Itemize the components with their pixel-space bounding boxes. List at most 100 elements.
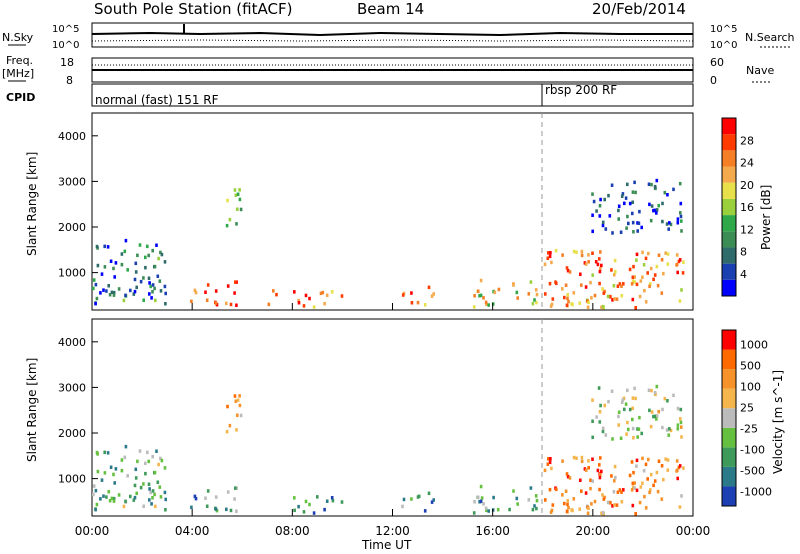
- heatmap-cell: [583, 467, 587, 471]
- heatmap-cell: [666, 252, 670, 256]
- heatmap-cell: [476, 289, 480, 293]
- heatmap-cell: [632, 230, 635, 234]
- xtick-label: 00:00: [676, 524, 711, 538]
- heatmap-cell: [591, 435, 594, 440]
- heatmap-cell: [512, 282, 515, 286]
- heatmap-cell: [589, 280, 592, 285]
- heatmap-cell: [638, 415, 641, 420]
- heatmap-cell: [157, 256, 160, 261]
- heatmap-cell: [138, 243, 142, 247]
- heatmap-cell: [340, 500, 344, 504]
- colorbar-segment: [722, 198, 736, 216]
- heatmap-cell: [676, 270, 679, 275]
- ytick-label: 1000: [58, 267, 86, 280]
- heatmap-cell: [226, 198, 229, 203]
- heatmap-cell: [134, 467, 138, 472]
- heatmap-cell: [580, 489, 583, 493]
- heatmap-cell: [430, 500, 434, 504]
- heatmap-cell: [148, 498, 151, 502]
- heatmap-cell: [657, 253, 661, 257]
- heatmap-cell: [153, 286, 156, 291]
- heatmap-cell: [591, 273, 594, 277]
- heatmap-cell: [609, 501, 612, 505]
- heatmap-cell: [587, 300, 590, 305]
- nsky-panel-frame: [91, 22, 694, 48]
- heatmap-cell: [555, 487, 558, 492]
- heatmap-cell: [666, 468, 670, 472]
- heatmap-cell: [652, 208, 655, 213]
- heatmap-cell: [144, 255, 147, 260]
- nsky-tick-top: 10^5: [52, 24, 79, 35]
- heatmap-cell: [331, 498, 335, 503]
- heatmap-cell: [655, 211, 658, 215]
- heatmap-cell: [508, 507, 511, 512]
- heatmap-cell: [649, 488, 652, 492]
- heatmap-cell: [543, 468, 547, 473]
- heatmap-cell: [147, 276, 151, 280]
- heatmap-cell: [110, 290, 114, 295]
- heatmap-cell: [600, 469, 603, 474]
- heatmap-cell: [587, 459, 590, 463]
- heatmap-cell: [661, 407, 664, 412]
- velocity-heatmap: [92, 384, 685, 516]
- heatmap-cell: [293, 508, 296, 513]
- heatmap-cell: [515, 290, 519, 295]
- heatmap-cell: [154, 504, 157, 509]
- heatmap-cell: [678, 299, 682, 303]
- heatmap-cell: [653, 273, 657, 277]
- heatmap-cell: [628, 473, 632, 478]
- heatmap-cell: [308, 296, 311, 301]
- heatmap-cell: [214, 289, 218, 293]
- heatmap-cell: [112, 496, 116, 501]
- heatmap-cell: [676, 423, 680, 427]
- heatmap-cell: [631, 503, 635, 508]
- heatmap-cell: [142, 276, 145, 280]
- nsearch-tick-top: 10^5: [710, 24, 737, 35]
- heatmap-cell: [159, 250, 162, 255]
- heatmap-cell: [151, 283, 155, 287]
- heatmap-cell: [124, 444, 128, 449]
- heatmap-cell: [535, 292, 539, 297]
- heatmap-cell: [627, 221, 630, 226]
- heatmap-cell: [122, 504, 126, 509]
- heatmap-cell: [669, 428, 673, 433]
- heatmap-cell: [647, 388, 651, 392]
- heatmap-cell: [142, 298, 145, 302]
- heatmap-cell: [233, 394, 237, 398]
- heatmap-cell: [96, 263, 100, 268]
- heatmap-cell: [601, 223, 605, 228]
- heatmap-cell: [668, 221, 671, 225]
- heatmap-cell: [225, 429, 229, 434]
- xtick-label: 04:00: [175, 524, 210, 538]
- heatmap-cell: [206, 489, 210, 493]
- heatmap-cell: [675, 263, 678, 267]
- heatmap-cell: [410, 291, 413, 295]
- time-xaxis: 00:00 04:00 08:00 12:00 16:00 20:00 00:00: [75, 303, 711, 538]
- heatmap-cell: [114, 467, 118, 471]
- colorbar-frame: [721, 117, 737, 297]
- heatmap-cell: [660, 291, 664, 295]
- heatmap-cell: [103, 265, 107, 269]
- freq-label: Freq.: [6, 54, 33, 67]
- heatmap-cell: [676, 406, 680, 411]
- heatmap-cell: [427, 285, 431, 290]
- heatmap-cell: [423, 509, 427, 513]
- heatmap-cell: [533, 298, 536, 302]
- heatmap-cell: [229, 302, 233, 307]
- heatmap-cell: [679, 201, 683, 206]
- heatmap-cell: [99, 291, 102, 295]
- heatmap-cell: [194, 496, 198, 501]
- freq-unit: [MHz]: [2, 67, 34, 80]
- heatmap-cell: [102, 494, 105, 498]
- heatmap-cell: [147, 253, 150, 258]
- heatmap-cell: [233, 291, 236, 295]
- heatmap-cell: [661, 219, 664, 224]
- cpid-panel-frame: [91, 83, 694, 107]
- heatmap-cell: [584, 468, 588, 472]
- heatmap-cell: [149, 490, 152, 495]
- heatmap-cell: [617, 410, 621, 414]
- ytick-label: 3000: [58, 381, 86, 394]
- heatmap-cell: [225, 301, 228, 306]
- heatmap-cell: [602, 497, 606, 501]
- heatmap-cell: [234, 280, 237, 284]
